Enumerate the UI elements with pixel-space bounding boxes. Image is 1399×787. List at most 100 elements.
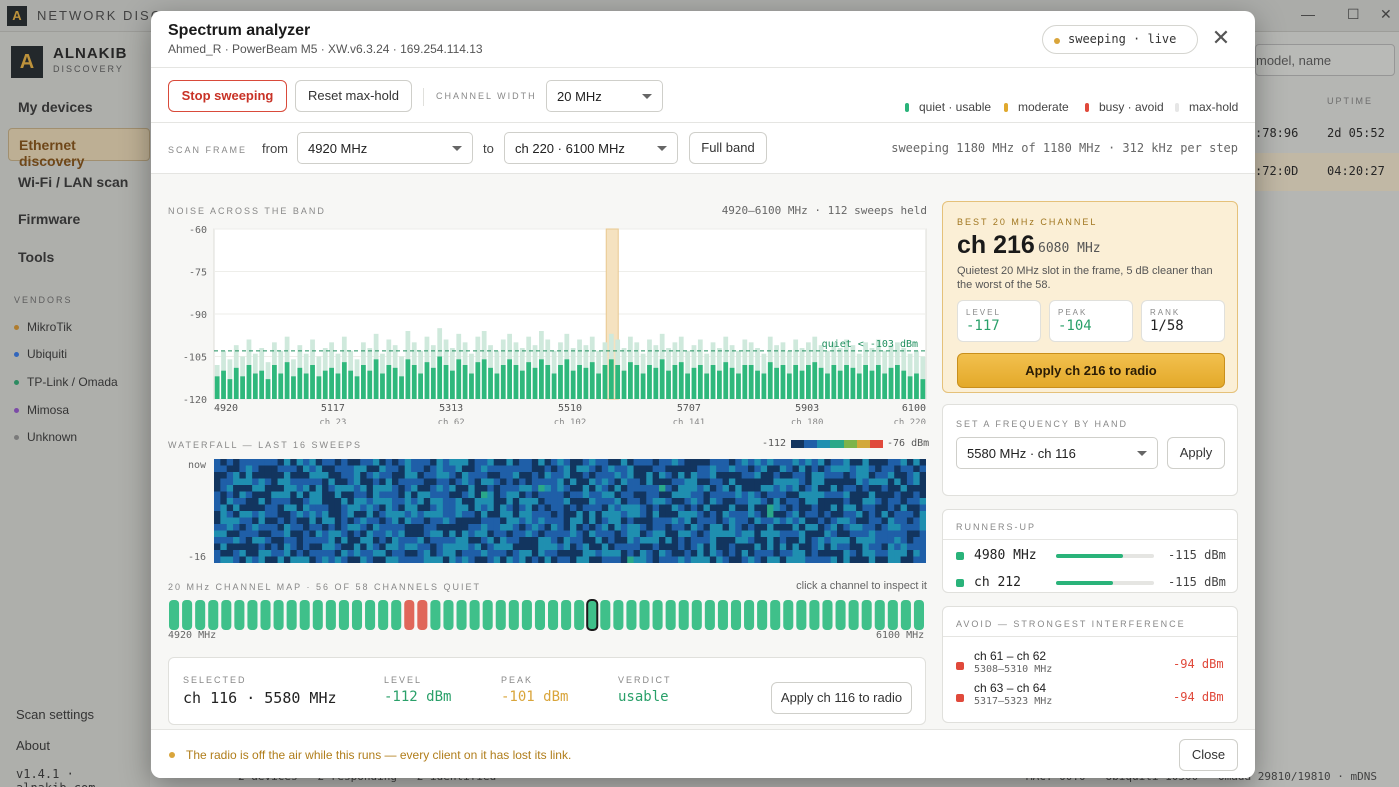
noise-bar (844, 365, 849, 399)
waterfall-cell (837, 485, 844, 492)
waterfall-cell (582, 485, 590, 492)
waterfall-cell (455, 485, 463, 492)
waterfall-cell (906, 556, 914, 563)
waterfall-cell (633, 517, 641, 525)
waterfall-cell (570, 543, 577, 551)
waterfall-cell (824, 556, 832, 563)
waterfall-cell (728, 485, 736, 492)
waterfall-cell (322, 543, 329, 551)
waterfall-cell (792, 478, 800, 486)
nav-my-devices[interactable]: My devices (18, 99, 93, 115)
waterfall-cell (334, 472, 342, 479)
waterfall-cell (697, 485, 704, 492)
waterfall-cell (716, 524, 723, 531)
waterfall-cell (233, 511, 240, 518)
channel-width-select[interactable]: 20 MHz (546, 80, 663, 112)
manual-frequency-select[interactable]: 5580 MHz · ch 116 (956, 437, 1158, 469)
waterfall-title: WATERFALL — LAST 16 SWEEPS (168, 440, 363, 450)
waterfall-cell (334, 511, 342, 518)
nav-tools[interactable]: Tools (18, 249, 55, 265)
about-link[interactable]: About (16, 738, 50, 753)
waterfall-cell (550, 511, 558, 518)
waterfall-cell (798, 556, 806, 563)
waterfall-cell (887, 465, 895, 473)
waterfall-cell (887, 524, 895, 531)
noise-bar (437, 356, 443, 399)
reset-max-hold-button[interactable]: Reset max-hold (295, 80, 412, 112)
minimize-icon[interactable]: — (1301, 6, 1315, 22)
nav-wifi-lan-scan[interactable]: Wi-Fi / LAN scan (18, 174, 129, 190)
scan-settings-link[interactable]: Scan settings (16, 707, 95, 722)
best-freq: 6080 MHz (1038, 241, 1101, 256)
waterfall-cell (754, 491, 762, 499)
to-select[interactable]: ch 220 · 6100 MHz (504, 132, 678, 164)
nav-ethernet-discovery[interactable]: Ethernet discovery (8, 128, 150, 169)
waterfall-cell (258, 556, 266, 563)
waterfall-cell (430, 478, 437, 486)
waterfall-cell (665, 530, 673, 538)
x-tick-channel-label: ch 23 (319, 418, 346, 424)
waterfall-cell (824, 524, 832, 531)
vendor-tplink[interactable]: TP-Link / Omada (14, 375, 118, 389)
vendor-mikrotik[interactable]: MikroTik (14, 320, 72, 334)
waterfall-cell (239, 524, 247, 531)
waterfall-cell (239, 550, 247, 557)
waterfall-cell (900, 472, 908, 479)
nav-firmware[interactable]: Firmware (18, 211, 81, 227)
waterfall-cell (481, 498, 488, 505)
waterfall-cell (360, 465, 367, 473)
waterfall-cell (512, 556, 520, 563)
stop-sweeping-button[interactable]: Stop sweeping (168, 80, 287, 112)
waterfall-cell (900, 511, 908, 518)
waterfall-cell (379, 491, 387, 499)
waterfall-cell (887, 498, 895, 505)
waterfall-cell (360, 556, 367, 563)
channel-cell (561, 600, 572, 630)
waterfall-cell (258, 504, 266, 512)
table-row[interactable]: :78:96 2d 05:52 (1255, 126, 1385, 140)
manual-apply-button[interactable]: Apply (1167, 437, 1225, 469)
waterfall-cell (620, 465, 628, 473)
waterfall-cell (398, 504, 406, 512)
waterfall-cell (245, 537, 253, 544)
waterfall-cell (894, 459, 901, 466)
noise-bar (640, 373, 646, 399)
waterfall-cell (411, 465, 418, 473)
channel-map[interactable] (168, 599, 928, 633)
waterfall-cell (767, 511, 774, 518)
status-dot-icon (1054, 38, 1060, 44)
full-band-button[interactable]: Full band (689, 132, 767, 164)
from-select[interactable]: 4920 MHz (297, 132, 473, 164)
waterfall-cell (557, 498, 565, 505)
waterfall-cell (322, 504, 329, 512)
waterfall-cell (519, 524, 526, 531)
waterfall-cell (868, 550, 876, 557)
waterfall-cell (817, 459, 825, 466)
vendor-ubiquiti[interactable]: Ubiquiti (14, 347, 67, 361)
waterfall-cell (779, 517, 787, 525)
waterfall-cell (334, 504, 342, 512)
waterfall-cell (277, 543, 285, 551)
close-button[interactable]: Close (1179, 739, 1238, 771)
vendor-mimosa[interactable]: Mimosa (14, 403, 69, 417)
waterfall-cell (404, 537, 412, 544)
waterfall-cell (690, 472, 698, 479)
waterfall-cell (760, 504, 768, 512)
waterfall-cell (728, 530, 736, 538)
maximize-icon[interactable]: ☐ (1347, 6, 1360, 22)
waterfall-cell (811, 537, 819, 544)
apply-selected-button[interactable]: Apply ch 116 to radio (771, 682, 912, 714)
close-window-icon[interactable]: ✕ (1380, 6, 1392, 22)
close-icon[interactable]: ✕ (1211, 25, 1231, 50)
waterfall-cell (277, 517, 285, 525)
waterfall-cell (392, 543, 399, 551)
waterfall-cell (741, 517, 749, 525)
y-tick-label: -90 (189, 310, 207, 321)
waterfall-cell (461, 485, 469, 492)
waterfall-cell (493, 498, 501, 505)
waterfall-cell (671, 478, 679, 486)
apply-best-button[interactable]: Apply ch 216 to radio (957, 353, 1225, 388)
search-input[interactable]: model, name (1255, 44, 1395, 76)
table-row[interactable]: :72:0D 04:20:27 (1255, 153, 1399, 191)
vendor-unknown[interactable]: Unknown (14, 430, 77, 444)
